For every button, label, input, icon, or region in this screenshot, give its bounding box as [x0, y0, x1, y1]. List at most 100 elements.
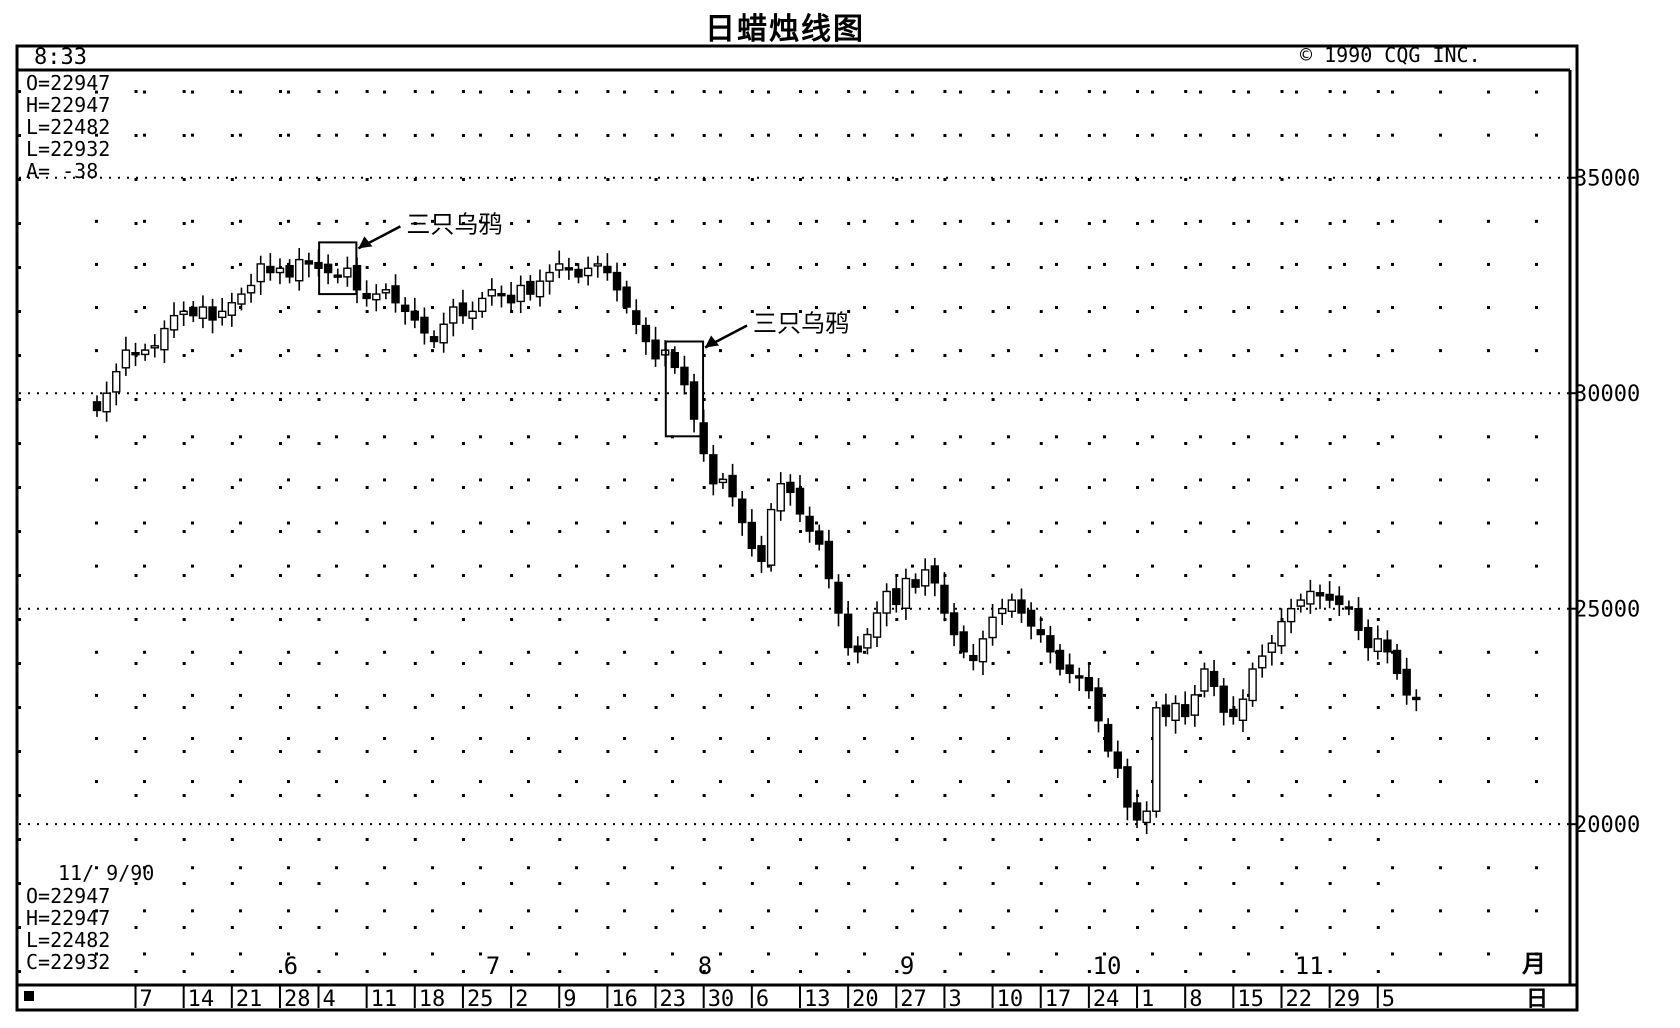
grid-dot: [239, 952, 242, 956]
grid-dot: [1376, 398, 1380, 401]
grid-dot: [335, 521, 338, 525]
grid-dot: [1199, 521, 1202, 525]
grid-dot: [606, 838, 610, 841]
candle-down: [959, 631, 968, 653]
grid-dot: [702, 90, 706, 93]
grid-dot: [134, 90, 138, 93]
grid-dot: [654, 838, 658, 841]
grid-dot: [815, 435, 818, 439]
grid-dot: [1184, 354, 1188, 357]
grid-dot: [1087, 222, 1091, 225]
chart-frame: [15, 44, 1579, 1012]
grid-dot: [1295, 693, 1298, 697]
grid-dot: [575, 780, 578, 784]
grid-dot: [143, 219, 146, 223]
day-label: 15: [1237, 987, 1264, 1012]
grid-dot: [702, 574, 706, 577]
grid-dot: [1103, 435, 1106, 439]
grid-dot: [95, 952, 98, 956]
grid-dot: [1136, 970, 1140, 973]
grid-dot: [95, 90, 98, 94]
grid-dot: [575, 866, 578, 870]
grid-dot: [1087, 618, 1091, 621]
grid-dot: [18, 222, 21, 225]
grid-dot: [239, 90, 242, 94]
grid-dot: [461, 926, 465, 929]
grid-dot: [191, 909, 194, 913]
grid-dot: [1328, 222, 1332, 225]
grid-dot: [558, 134, 562, 137]
grid-dot: [527, 262, 530, 266]
grid-dot: [798, 266, 802, 269]
ohlc-bottom-open: O=22947: [26, 884, 110, 908]
grid-dot: [1328, 310, 1332, 313]
grid-dot: [1328, 486, 1332, 489]
candle-up: [988, 616, 997, 639]
grid-dot: [767, 219, 770, 223]
grid-dot: [1151, 90, 1154, 94]
grid-dot: [1247, 478, 1250, 482]
grid-dot: [1103, 521, 1106, 525]
grid-dot: [767, 349, 770, 353]
grid-dot: [991, 486, 995, 489]
grid-dot: [479, 219, 482, 223]
time-label: 8:33: [34, 45, 87, 70]
day-label: 8: [1189, 987, 1202, 1012]
grid-dot: [1151, 435, 1154, 439]
grid-dot: [317, 574, 321, 577]
candle-up: [246, 284, 256, 294]
grid-dot: [479, 521, 482, 525]
ohlc-top-low: L=22482: [26, 115, 110, 139]
grid-dot: [143, 262, 146, 266]
grid-dot: [230, 530, 234, 533]
candle-up: [160, 327, 169, 351]
grid-dot: [1136, 90, 1140, 93]
grid-dot: [1151, 564, 1154, 568]
grid-dot: [1535, 564, 1538, 568]
candle-down: [930, 565, 940, 584]
y-tick-label: 25000: [1574, 598, 1640, 623]
grid-dot: [335, 435, 338, 439]
grid-dot: [1487, 736, 1490, 740]
grid-dot: [431, 306, 434, 310]
grid-dot: [575, 306, 578, 310]
grid-dot: [230, 618, 234, 621]
candle-up: [372, 293, 381, 301]
grid-dot: [317, 354, 321, 357]
grid-dot: [767, 909, 770, 913]
grid-dot: [510, 486, 514, 489]
grid-dot: [182, 222, 186, 225]
candle-down: [892, 588, 901, 606]
grid-dot: [815, 909, 818, 913]
grid-dot: [847, 134, 851, 137]
grid-dot: [1280, 178, 1284, 181]
candle-down: [285, 264, 294, 278]
grid-dot: [317, 662, 321, 665]
grid-dot: [943, 662, 947, 665]
grid-dot: [895, 662, 899, 665]
grid-dot: [558, 706, 562, 709]
grid-dot: [18, 706, 21, 709]
grid-dot: [1535, 736, 1538, 740]
grid-dot: [230, 838, 234, 841]
grid-dot: [230, 794, 234, 797]
grid-dot: [798, 618, 802, 621]
grid-dot: [143, 866, 146, 870]
grid-dot: [991, 310, 995, 313]
grid-dot: [18, 266, 21, 269]
grid-dot: [278, 178, 282, 181]
grid-dot: [239, 564, 242, 568]
grid-dot: [863, 650, 866, 654]
grid-dot: [18, 398, 21, 401]
grid-dot: [365, 882, 369, 885]
candle-up: [295, 258, 304, 282]
grid-dot: [1039, 310, 1043, 313]
grid-dot: [719, 306, 722, 310]
grid-dot: [1232, 838, 1236, 841]
grid-dot: [1535, 219, 1538, 223]
grid-dot: [1295, 262, 1298, 266]
grid-dot: [863, 909, 866, 913]
grid-dot: [654, 750, 658, 753]
grid-dot: [1376, 838, 1380, 841]
grid-dot: [230, 926, 234, 929]
